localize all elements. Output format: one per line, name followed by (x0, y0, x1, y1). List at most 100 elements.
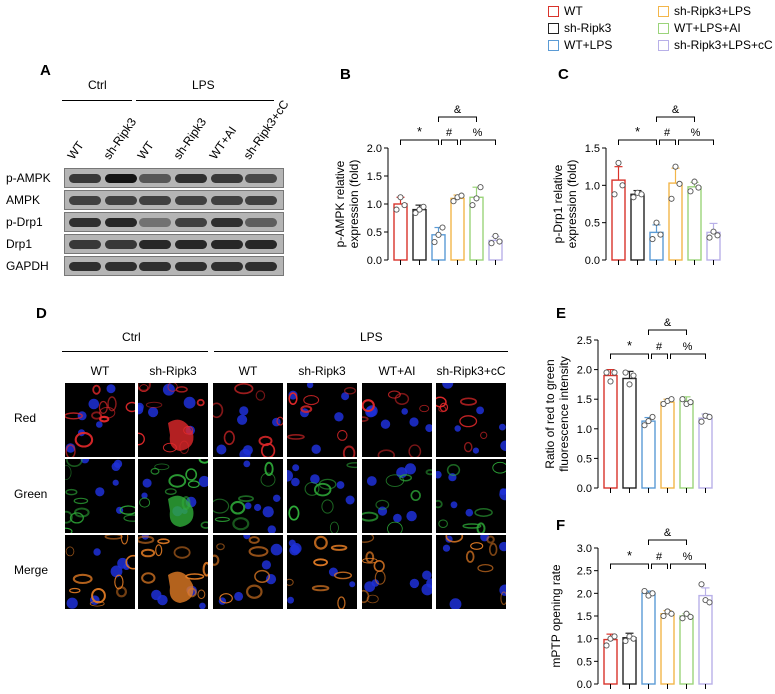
blot-band (245, 174, 277, 183)
blot-band (69, 240, 101, 249)
legend-swatch (548, 22, 559, 34)
blot-lane-label: WT+AI (206, 123, 240, 162)
data-point (439, 224, 446, 231)
blot-band (69, 196, 101, 205)
y-tick-label: 0.0 (585, 255, 600, 267)
data-point (687, 613, 694, 620)
bar (687, 186, 702, 261)
y-axis-label: expression (fold) (347, 160, 361, 249)
sig-hash: # (446, 127, 453, 139)
data-point (473, 195, 480, 202)
panel-f-label: F (556, 517, 566, 534)
data-point (668, 610, 675, 617)
data-point (672, 163, 679, 170)
legend-swatch (658, 5, 669, 17)
chart-b-p-ampk: p-AMPK relative expression (fold) 0.0 0.5 1.… (333, 104, 503, 267)
bar (431, 234, 446, 261)
sig-star: * (627, 338, 632, 353)
data-point (687, 399, 694, 406)
data-point (668, 195, 675, 202)
micrograph-panel (213, 383, 283, 457)
y-axis-label: fluorescence intensity (557, 356, 571, 471)
sig-bracket-pct (670, 563, 706, 569)
blot-band (245, 218, 277, 227)
blot-band (139, 174, 171, 183)
data-point (641, 588, 648, 595)
legend-label: sh-Ripk3+LPS (674, 4, 752, 18)
sig-bracket-star (618, 139, 657, 145)
y-tick-label: 2.5 (577, 566, 592, 578)
blot-lane-label: sh-Ripk3 (100, 115, 140, 162)
micrograph-column-label: WT+AI (378, 364, 416, 378)
chart-e-red-green-ratio: Ratio of red to green fluorescence intens… (543, 317, 713, 495)
data-point (698, 418, 705, 425)
data-point (676, 180, 683, 187)
y-tick-label: 2.5 (577, 335, 592, 347)
sig-pct: % (473, 127, 483, 139)
micrograph-panel (436, 459, 506, 533)
micrograph-panel (65, 535, 135, 609)
sig-bracket-star (610, 353, 649, 359)
blot-row-label: p-AMPK (6, 171, 51, 185)
y-tick-label: 0.0 (577, 679, 592, 691)
legend-item: sh-Ripk3 (548, 21, 611, 35)
micrograph-panel (436, 383, 506, 457)
y-tick-label: 1.5 (367, 171, 382, 183)
legend-swatch (548, 5, 559, 17)
y-tick-label: 0.0 (577, 483, 592, 495)
panel-e-label: E (556, 305, 567, 322)
bar (679, 615, 694, 685)
blot-row-label: AMPK (6, 193, 41, 207)
y-tick-label: 0.5 (577, 656, 592, 668)
data-point (657, 231, 664, 238)
micrograph-panel (436, 535, 506, 609)
micrograph-panel (362, 383, 432, 457)
blot-band (105, 262, 137, 271)
bar (660, 401, 675, 489)
data-point (477, 184, 484, 191)
sig-amp: & (672, 104, 680, 116)
data-point (660, 612, 667, 620)
sig-bracket-star (610, 563, 649, 569)
y-tick-label: 1.0 (585, 180, 600, 192)
bar (698, 594, 713, 685)
data-point (492, 232, 499, 239)
y-tick-label: 3.0 (577, 543, 592, 555)
blot-band (139, 218, 171, 227)
chart-c-p-drp1: p-Drp1 relative expression (fold) 0.0 0.5 1.… (551, 104, 721, 267)
y-tick-label: 1.0 (367, 199, 382, 211)
micrograph-panel (65, 459, 135, 533)
micrograph-panel (138, 459, 208, 533)
blot-band (245, 262, 277, 271)
data-point (450, 198, 457, 205)
legend-item: sh-Ripk3+LPS+cC (658, 38, 773, 52)
y-tick-label: 1.5 (577, 394, 592, 406)
sig-pct: % (683, 551, 693, 563)
data-point (397, 194, 404, 201)
blot-ctrl-bracket (62, 100, 132, 101)
data-point (653, 219, 660, 226)
data-point (638, 191, 645, 198)
data-point (641, 422, 648, 429)
micrograph-row-label: Merge (14, 563, 49, 577)
panel-c-label: C (558, 66, 569, 83)
data-point (710, 228, 717, 235)
bar (603, 374, 618, 489)
legend-swatch (658, 22, 669, 34)
data-point (649, 590, 656, 597)
blot-strip (64, 212, 284, 232)
data-point (649, 413, 656, 421)
legend-swatch (658, 39, 669, 51)
sig-bracket-hash (651, 353, 668, 359)
sig-bracket-amp (438, 116, 477, 122)
blot-band (105, 218, 137, 227)
micrograph-column-label: WT (90, 364, 110, 378)
sig-pct: % (683, 341, 693, 353)
blot-band (175, 262, 207, 271)
bar (679, 400, 694, 489)
data-point (431, 239, 438, 246)
y-tick-label: 0.5 (367, 227, 382, 239)
data-point (649, 236, 656, 243)
blot-band (105, 240, 137, 249)
y-tick-label: 1.5 (577, 611, 592, 623)
